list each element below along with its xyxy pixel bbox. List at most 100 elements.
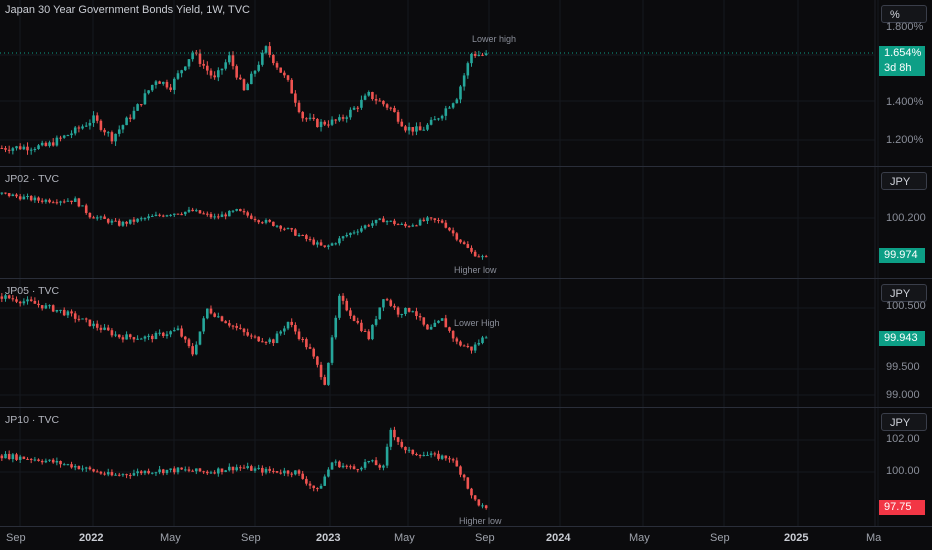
candle-body bbox=[62, 464, 66, 466]
candle-body bbox=[180, 328, 183, 337]
candle-body bbox=[231, 55, 235, 67]
candle-body bbox=[183, 211, 187, 215]
candle-body bbox=[136, 338, 139, 340]
candle-body bbox=[161, 215, 165, 217]
candle-body bbox=[11, 148, 15, 151]
candle-body bbox=[29, 458, 33, 460]
candle-body bbox=[198, 210, 202, 214]
candle-body bbox=[433, 453, 437, 455]
candle-body bbox=[341, 117, 345, 119]
candle-body bbox=[121, 474, 125, 476]
candle-body bbox=[18, 196, 22, 200]
candle-body bbox=[363, 331, 367, 333]
candle-body bbox=[455, 99, 459, 104]
candle-body bbox=[352, 315, 356, 321]
candle-body bbox=[202, 213, 205, 215]
candle-body bbox=[393, 108, 396, 113]
pane-jp02[interactable]: JP02 · TVC JPY 100.200 99.974 Higher low bbox=[0, 167, 932, 278]
candle-body bbox=[275, 333, 279, 344]
candle-body bbox=[473, 495, 477, 500]
candle-body bbox=[246, 84, 249, 91]
candle-body bbox=[466, 346, 470, 348]
pane-divider[interactable] bbox=[0, 166, 932, 167]
candle-body bbox=[195, 344, 198, 355]
candle-body bbox=[327, 362, 330, 385]
candle-body bbox=[451, 103, 455, 108]
candle-body bbox=[250, 335, 253, 337]
candle-body bbox=[228, 55, 231, 63]
candle-body bbox=[213, 472, 216, 474]
pane-divider[interactable] bbox=[0, 407, 932, 408]
chart-title: Japan 30 Year Government Bonds Yield, 1W… bbox=[5, 4, 251, 16]
candle-body bbox=[132, 473, 136, 476]
candle-body bbox=[323, 377, 327, 385]
candle-body bbox=[279, 472, 282, 474]
candle-body bbox=[473, 53, 477, 56]
candle-body bbox=[143, 336, 147, 339]
candle-body bbox=[279, 331, 282, 334]
candle-body bbox=[169, 468, 172, 470]
candle-body bbox=[429, 217, 433, 219]
pane-divider[interactable] bbox=[0, 278, 932, 279]
candle-body bbox=[44, 199, 48, 202]
candle-body bbox=[224, 62, 227, 69]
candle-body bbox=[389, 107, 393, 109]
candle-body bbox=[462, 474, 466, 478]
candle-body bbox=[393, 220, 396, 225]
candle-body bbox=[202, 318, 205, 332]
candle-body bbox=[213, 216, 216, 218]
candle-body bbox=[462, 75, 466, 87]
candle-body bbox=[275, 471, 279, 473]
candle-body bbox=[22, 456, 26, 459]
candle-body bbox=[477, 342, 481, 345]
candle-body bbox=[128, 117, 132, 119]
pane-jp30[interactable]: Japan 30 Year Government Bonds Yield, 1W… bbox=[0, 0, 932, 166]
candle-body bbox=[242, 328, 246, 333]
candle-body bbox=[220, 214, 224, 218]
candle-body bbox=[323, 121, 327, 125]
candle-body bbox=[0, 148, 4, 149]
candle-body bbox=[18, 301, 22, 304]
annotation-higher-low: Higher low bbox=[454, 265, 497, 275]
candle-body bbox=[191, 470, 194, 472]
y-tick-label: 99.500 bbox=[886, 361, 920, 373]
candle-body bbox=[367, 225, 371, 227]
candle-body bbox=[29, 299, 33, 301]
candle-body bbox=[40, 460, 44, 463]
candle-body bbox=[451, 230, 455, 234]
candle-body bbox=[117, 220, 121, 226]
last-price-badge: 97.75 bbox=[879, 500, 925, 515]
candle-body bbox=[187, 469, 191, 471]
pane-jp05[interactable]: JP05 · TVC JPY 100.500 99.500 99.000 99.… bbox=[0, 279, 932, 407]
x-tick-label: May bbox=[629, 532, 650, 544]
candle-body bbox=[136, 471, 139, 474]
candle-body bbox=[352, 107, 356, 110]
x-tick-label: Sep bbox=[6, 532, 26, 544]
candle-body bbox=[378, 100, 382, 102]
candle-body bbox=[11, 298, 15, 300]
candle-body bbox=[440, 220, 444, 223]
candle-body bbox=[272, 54, 275, 64]
candle-body bbox=[136, 104, 139, 111]
candle-body bbox=[125, 474, 128, 476]
candle-body bbox=[404, 307, 407, 314]
candle-body bbox=[356, 231, 360, 233]
candle-body bbox=[106, 218, 110, 223]
candle-body bbox=[363, 462, 367, 468]
candle-body bbox=[26, 299, 29, 302]
candle-body bbox=[4, 148, 7, 150]
candle-body bbox=[165, 334, 169, 337]
pane-jp10[interactable]: JP10 · TVC JPY 102.00 100.00 97.75 Highe… bbox=[0, 408, 932, 526]
candle-body bbox=[92, 469, 95, 472]
unit-toggle-button[interactable]: JPY bbox=[881, 284, 927, 302]
unit-toggle-button[interactable]: % bbox=[881, 5, 927, 23]
candle-body bbox=[92, 323, 95, 327]
candle-body bbox=[422, 219, 426, 222]
unit-toggle-button[interactable]: JPY bbox=[881, 413, 927, 431]
candle-body bbox=[239, 209, 242, 212]
candle-body bbox=[301, 235, 305, 237]
candle-body bbox=[308, 347, 312, 349]
unit-toggle-button[interactable]: JPY bbox=[881, 172, 927, 190]
candle-body bbox=[139, 338, 143, 340]
